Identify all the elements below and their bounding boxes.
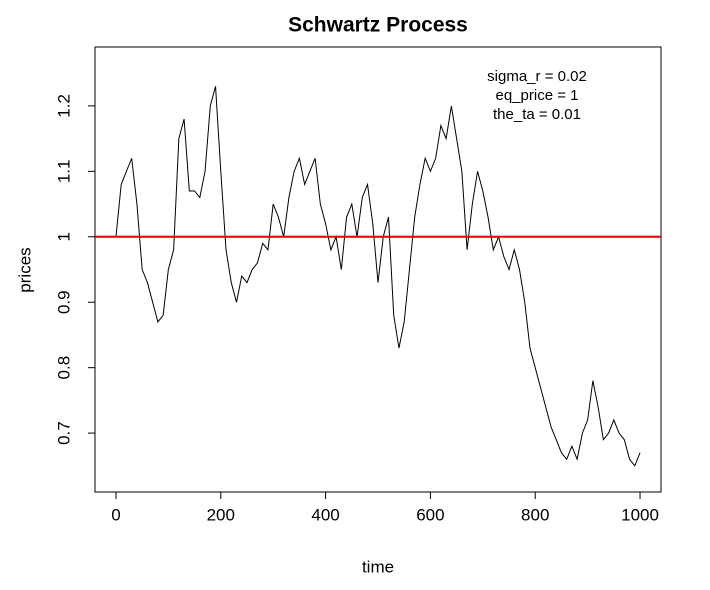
y-tick-label: 1.2 (54, 94, 73, 118)
annotation: the_ta = 0.01 (493, 106, 581, 123)
x-tick-label: 1000 (621, 505, 659, 524)
y-tick-label: 1.1 (54, 160, 73, 184)
plot-box (94, 46, 662, 493)
annotation: sigma_r = 0.02 (487, 68, 587, 85)
annotation: eq_price = 1 (496, 87, 579, 104)
y-tick-label: 1 (54, 232, 73, 241)
y-tick-label: 0.8 (54, 356, 73, 380)
x-tick-label: 400 (311, 505, 339, 524)
chart-title: Schwartz Process (288, 14, 468, 37)
y-axis-label: prices (15, 247, 34, 292)
x-axis-label: time (362, 557, 394, 576)
x-tick-label: 600 (416, 505, 444, 524)
x-tick-label: 0 (111, 505, 120, 524)
y-tick-label: 0.7 (54, 421, 73, 445)
x-tick-label: 200 (207, 505, 235, 524)
price-line (115, 86, 641, 467)
x-tick-label: 800 (521, 505, 549, 524)
y-tick-label: 0.9 (54, 290, 73, 314)
